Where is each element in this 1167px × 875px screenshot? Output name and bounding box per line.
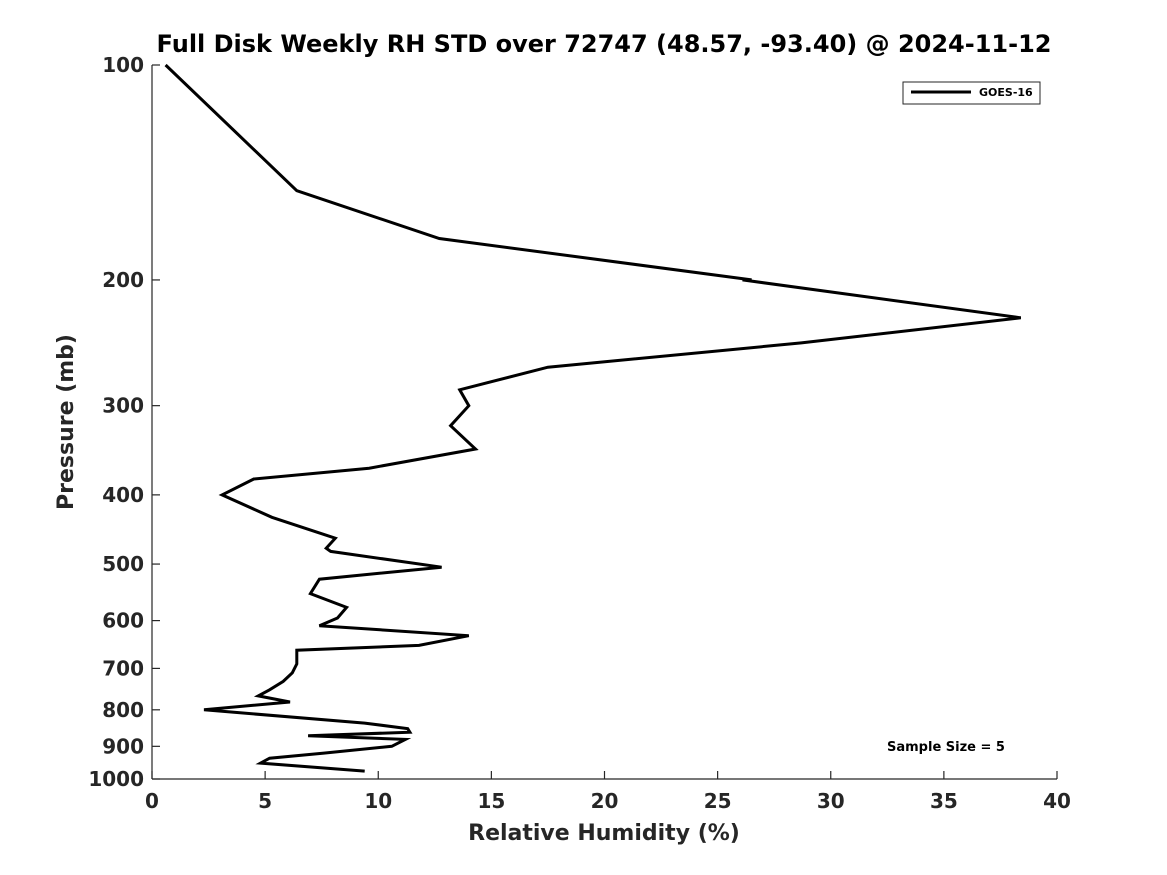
x-axis-ticks: 0 5 10 15 20 25 30 35 40 — [145, 771, 1071, 813]
plot-area — [151, 65, 1057, 780]
x-tick-label: 40 — [1043, 789, 1071, 813]
y-axis-ticks: 100 200 300 400 500 600 700 800 900 1000 — [88, 53, 160, 791]
x-axis-label: Relative Humidity (%) — [468, 821, 740, 846]
sample-size-annotation: Sample Size = 5 — [887, 740, 1005, 755]
y-tick-label: 900 — [102, 734, 144, 758]
x-tick-label: 20 — [591, 789, 619, 813]
y-tick-label: 300 — [102, 394, 144, 418]
x-tick-label: 35 — [930, 789, 958, 813]
y-tick-label: 800 — [102, 698, 144, 722]
x-tick-label: 25 — [704, 789, 732, 813]
series-layer — [164, 63, 1022, 773]
legend-label-goes16: GOES-16 — [979, 86, 1033, 99]
x-tick-label: 10 — [364, 789, 392, 813]
legend: GOES-16 — [902, 81, 1041, 105]
x-tick-label: 5 — [258, 789, 272, 813]
x-tick-label: 0 — [145, 789, 159, 813]
y-tick-label: 600 — [102, 609, 144, 633]
series-line-goes16 — [164, 63, 1022, 773]
y-tick-label: 500 — [102, 552, 144, 576]
x-tick-label: 15 — [477, 789, 505, 813]
y-tick-label: 100 — [102, 53, 144, 77]
y-tick-label: 1000 — [88, 767, 144, 791]
y-axis-label: Pressure (mb) — [54, 334, 79, 510]
legend-box — [902, 81, 1041, 105]
x-tick-label: 30 — [817, 789, 845, 813]
y-tick-label: 400 — [102, 483, 144, 507]
y-tick-label: 200 — [102, 268, 144, 292]
y-tick-label: 700 — [102, 656, 144, 680]
chart-title: Full Disk Weekly RH STD over 72747 (48.5… — [157, 30, 1052, 58]
